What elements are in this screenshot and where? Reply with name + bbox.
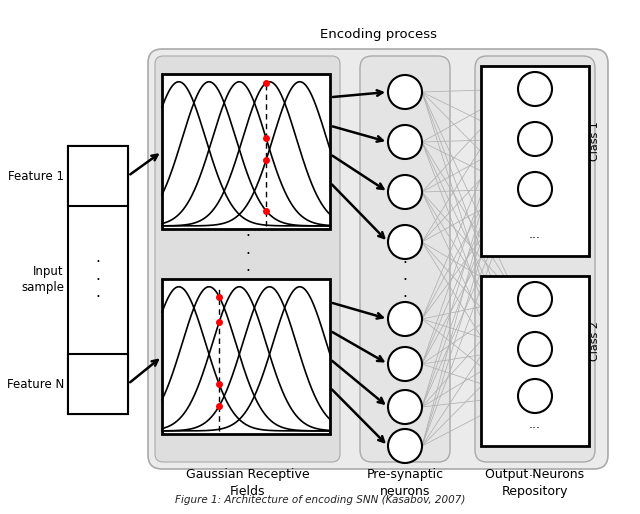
Bar (162, 279, 330, 434)
Text: 7.79: 7.79 (85, 170, 111, 182)
Text: ·
·
·: · · · (245, 229, 250, 279)
Text: Feature N: Feature N (7, 377, 64, 391)
Text: ·
·
·: · · · (95, 255, 100, 305)
Text: Class 2: Class 2 (590, 321, 600, 361)
Circle shape (518, 172, 552, 206)
Circle shape (518, 332, 552, 366)
Circle shape (518, 282, 552, 316)
FancyBboxPatch shape (155, 56, 340, 462)
Text: ...: ... (529, 228, 541, 241)
Bar (68, 354, 128, 414)
Text: Figure 1: Architecture of encoding SNN (Kasabov, 2007): Figure 1: Architecture of encoding SNN (… (175, 495, 465, 505)
Bar (481, 276, 589, 446)
Bar (162, 74, 330, 229)
Bar (68, 146, 128, 414)
Text: sample: sample (21, 282, 64, 295)
Circle shape (518, 379, 552, 413)
Text: ·
·
·: · · · (403, 255, 408, 305)
Text: ...: ... (529, 466, 541, 479)
Circle shape (388, 390, 422, 424)
Text: Output Neurons
Repository: Output Neurons Repository (485, 468, 584, 498)
Text: Gaussian Receptive
Fields: Gaussian Receptive Fields (186, 468, 309, 498)
Circle shape (388, 347, 422, 381)
Text: Encoding process: Encoding process (319, 28, 436, 41)
Text: Pre-synaptic
neurons: Pre-synaptic neurons (367, 468, 444, 498)
Circle shape (388, 302, 422, 336)
Text: ...: ... (529, 417, 541, 431)
Bar (68, 146, 128, 206)
Text: 4.33: 4.33 (85, 377, 111, 391)
Circle shape (518, 122, 552, 156)
Text: Input: Input (33, 266, 64, 279)
Circle shape (388, 125, 422, 159)
Text: Feature 1: Feature 1 (8, 170, 64, 182)
Circle shape (388, 429, 422, 463)
FancyBboxPatch shape (360, 56, 450, 462)
Circle shape (518, 72, 552, 106)
Text: Class 1: Class 1 (590, 121, 600, 161)
Bar (481, 66, 589, 256)
Circle shape (388, 175, 422, 209)
FancyBboxPatch shape (148, 49, 608, 469)
Circle shape (388, 75, 422, 109)
Circle shape (388, 225, 422, 259)
FancyBboxPatch shape (475, 56, 595, 462)
